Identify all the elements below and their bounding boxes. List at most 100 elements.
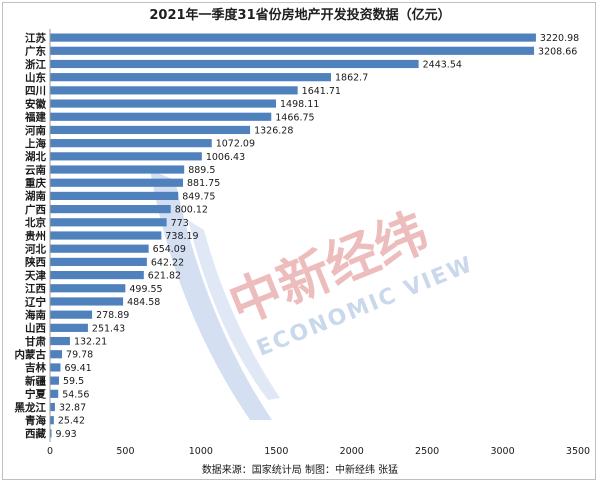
category-label: 上海 bbox=[25, 137, 46, 150]
bar bbox=[50, 284, 126, 293]
category-label: 贵州 bbox=[25, 229, 46, 242]
bar bbox=[50, 191, 179, 201]
bar bbox=[50, 125, 251, 135]
chart-title: 2021年一季度31省份房地产开发投资数据（亿元） bbox=[149, 7, 450, 23]
bar bbox=[50, 389, 59, 398]
value-label: 132.21 bbox=[74, 337, 107, 348]
bar bbox=[50, 270, 144, 280]
bar bbox=[50, 350, 63, 359]
bar bbox=[50, 46, 535, 55]
value-label: 79.78 bbox=[66, 350, 93, 361]
value-label: 654.09 bbox=[153, 244, 186, 255]
bar bbox=[50, 73, 331, 82]
value-label: 1862.7 bbox=[335, 73, 368, 84]
value-label: 54.56 bbox=[62, 389, 89, 400]
category-label: 江西 bbox=[25, 282, 46, 295]
bar bbox=[50, 59, 419, 69]
bar bbox=[50, 112, 272, 121]
x-tick-label: 2500 bbox=[415, 446, 439, 457]
category-label: 青海 bbox=[25, 414, 46, 427]
value-label: 69.41 bbox=[64, 363, 91, 374]
category-label: 辽宁 bbox=[25, 295, 46, 308]
value-label: 889.5 bbox=[188, 165, 215, 176]
value-label: 773 bbox=[171, 218, 189, 229]
bar bbox=[50, 231, 162, 240]
category-label: 湖北 bbox=[25, 150, 46, 163]
category-label: 北京 bbox=[25, 216, 46, 229]
value-label: 59.5 bbox=[63, 376, 84, 387]
value-label: 1326.28 bbox=[254, 125, 293, 136]
value-label: 3220.98 bbox=[540, 33, 579, 44]
watermark-logo-icon bbox=[150, 170, 272, 420]
category-labels: 江苏广东浙江山东四川安徽福建河南上海湖北云南重庆湖南广西北京贵州河北陕西天津江西… bbox=[15, 31, 47, 440]
category-label: 山西 bbox=[25, 322, 46, 335]
value-label: 800.12 bbox=[175, 205, 208, 216]
value-label: 1641.71 bbox=[302, 86, 341, 97]
bar bbox=[50, 310, 93, 319]
x-tick-label: 2000 bbox=[340, 446, 364, 457]
category-label: 江苏 bbox=[25, 31, 46, 44]
bar bbox=[50, 33, 536, 42]
x-tick-label: 0 bbox=[47, 446, 53, 457]
x-axis-ticks: 0 500 1000 1500 2000 2500 3000 3500 bbox=[47, 446, 590, 457]
category-label: 宁夏 bbox=[25, 388, 46, 401]
value-label: 738.19 bbox=[165, 231, 198, 242]
x-tick-label: 1500 bbox=[264, 446, 288, 457]
category-label: 内蒙古 bbox=[15, 348, 47, 361]
bar bbox=[50, 297, 124, 306]
value-label: 25.42 bbox=[58, 416, 85, 427]
value-label: 849.75 bbox=[182, 191, 215, 202]
value-label: 484.58 bbox=[127, 297, 160, 308]
bar bbox=[50, 402, 55, 412]
category-label: 河北 bbox=[25, 242, 46, 255]
bar bbox=[50, 363, 61, 372]
value-label: 1498.11 bbox=[280, 99, 319, 110]
category-label: 安徽 bbox=[25, 97, 46, 110]
bar bbox=[50, 99, 276, 108]
category-label: 浙江 bbox=[25, 58, 46, 71]
category-label: 西藏 bbox=[25, 427, 46, 440]
value-label: 1466.75 bbox=[275, 112, 314, 123]
category-label: 重庆 bbox=[25, 177, 46, 190]
category-label: 福建 bbox=[24, 111, 46, 124]
category-label: 湖南 bbox=[25, 190, 46, 203]
value-label: 499.55 bbox=[129, 284, 162, 295]
bar bbox=[50, 336, 70, 346]
value-label: 1006.43 bbox=[206, 152, 245, 163]
x-tick-label: 3500 bbox=[566, 446, 590, 457]
category-label: 陕西 bbox=[25, 256, 46, 269]
bar bbox=[50, 416, 54, 425]
category-label: 天津 bbox=[25, 269, 46, 282]
bar bbox=[50, 205, 171, 214]
x-tick-label: 3000 bbox=[490, 446, 514, 457]
value-label: 1072.09 bbox=[216, 139, 255, 150]
source-note: 数据来源：国家统计局 制图：中新经纬 张猛 bbox=[202, 463, 398, 476]
x-tick-label: 1000 bbox=[189, 446, 213, 457]
category-label: 四川 bbox=[25, 85, 46, 97]
bar bbox=[50, 323, 88, 332]
chart-frame bbox=[2, 2, 596, 480]
x-tick-label: 500 bbox=[116, 446, 134, 457]
category-label: 山东 bbox=[25, 71, 46, 84]
category-label: 河南 bbox=[25, 124, 46, 137]
category-label: 海南 bbox=[25, 308, 46, 321]
bar bbox=[50, 165, 185, 174]
bar bbox=[50, 376, 59, 385]
category-label: 甘肃 bbox=[25, 335, 46, 348]
category-label: 吉林 bbox=[25, 361, 46, 374]
value-label: 9.93 bbox=[56, 429, 77, 440]
category-label: 广东 bbox=[25, 45, 46, 58]
bar bbox=[50, 429, 52, 438]
bar bbox=[50, 152, 202, 161]
bar bbox=[50, 86, 298, 95]
value-label: 642.22 bbox=[151, 257, 184, 268]
category-label: 新疆 bbox=[25, 374, 46, 387]
bar bbox=[50, 244, 149, 253]
category-label: 黑龙江 bbox=[15, 401, 47, 414]
value-label: 3208.66 bbox=[538, 46, 577, 57]
value-label: 621.82 bbox=[148, 271, 181, 282]
value-label: 881.75 bbox=[187, 178, 220, 189]
category-label: 广西 bbox=[25, 203, 46, 216]
value-label: 278.89 bbox=[96, 310, 129, 321]
